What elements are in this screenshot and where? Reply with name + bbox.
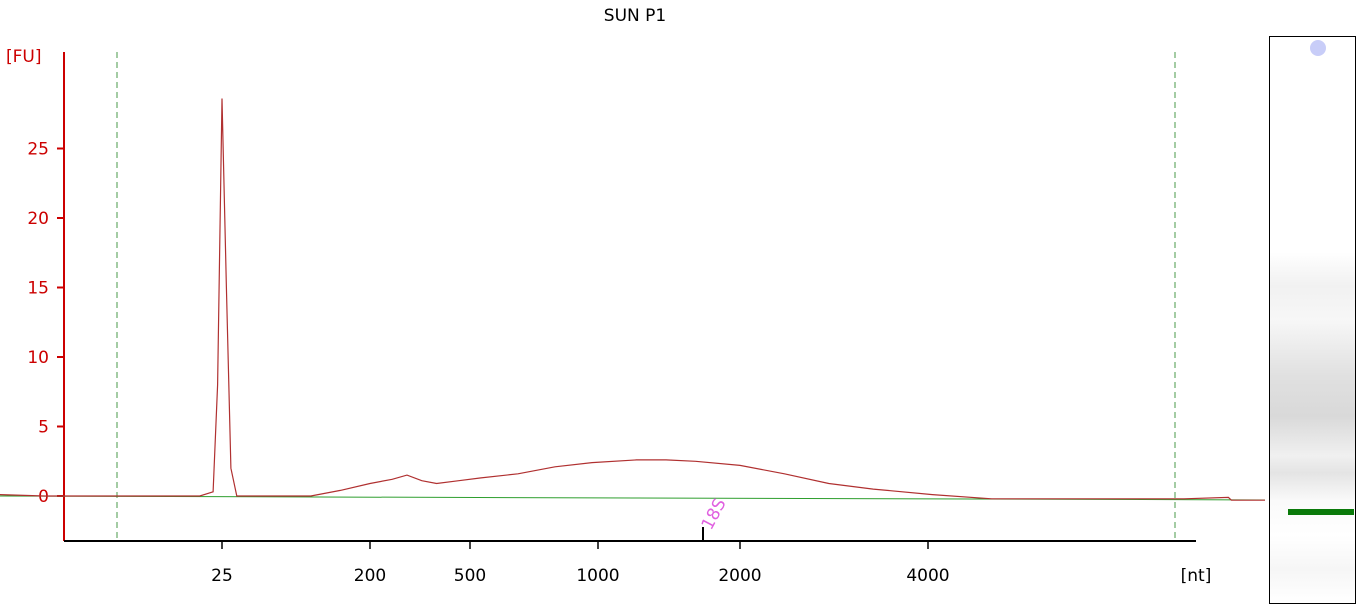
x-tick-label: 1000 xyxy=(576,566,619,586)
y-tick-label: 15 xyxy=(27,279,49,299)
gel-marker-band xyxy=(1288,509,1354,515)
y-tick-label: 10 xyxy=(27,348,49,368)
y-tick-label: 0 xyxy=(38,487,49,507)
y-axis-label: [FU] xyxy=(6,47,42,67)
x-tick-label: 25 xyxy=(211,566,233,586)
y-tick-label: 5 xyxy=(38,418,49,438)
x-axis-label: [nt] xyxy=(1181,566,1212,586)
gel-lane-marker-dot xyxy=(1310,40,1326,56)
gel-lane xyxy=(1269,36,1356,604)
y-tick-label: 25 xyxy=(27,140,49,160)
baseline-line xyxy=(0,495,1265,501)
fluorescence-trace xyxy=(0,98,1265,501)
x-tick-label: 500 xyxy=(454,566,486,586)
x-tick-label: 2000 xyxy=(718,566,761,586)
y-tick-label: 20 xyxy=(27,209,49,229)
x-tick-label: 200 xyxy=(354,566,386,586)
chart-title: SUN P1 xyxy=(603,6,667,26)
x-tick-label: 4000 xyxy=(906,566,949,586)
annotation-18s-label: 18S xyxy=(698,495,731,533)
